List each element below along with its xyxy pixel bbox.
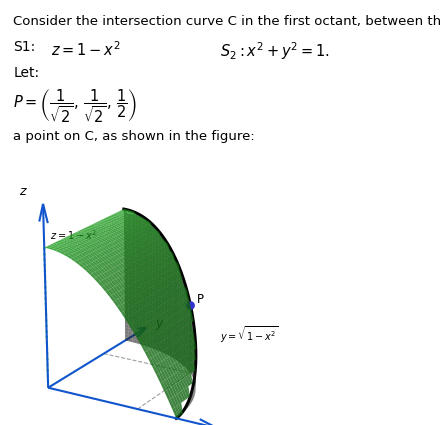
Text: S1:: S1:: [13, 40, 36, 54]
Text: $z = 1 - x^2$: $z = 1 - x^2$: [51, 40, 120, 59]
Text: Let:: Let:: [13, 66, 39, 80]
Text: a point on C, as shown in the figure:: a point on C, as shown in the figure:: [13, 130, 255, 143]
Text: $P = \left(\dfrac{1}{\sqrt{2}},\, \dfrac{1}{\sqrt{2}},\, \dfrac{1}{2}\right)$: $P = \left(\dfrac{1}{\sqrt{2}},\, \dfrac…: [13, 87, 137, 125]
Text: Consider the intersection curve C in the first octant, between the surfaces: Consider the intersection curve C in the…: [13, 15, 440, 28]
Text: $S_2 : x^2 + y^2 = 1.$: $S_2 : x^2 + y^2 = 1.$: [220, 40, 330, 62]
